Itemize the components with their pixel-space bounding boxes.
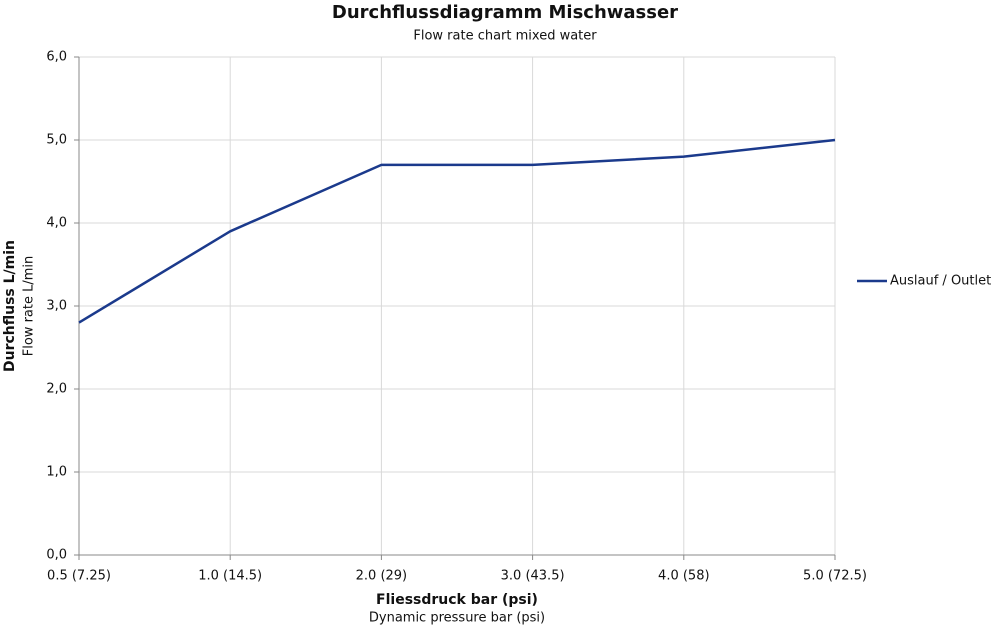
x-tick-label: 3.0 (43.5) [501, 569, 565, 584]
y-tick-label: 6,0 [46, 50, 67, 65]
x-axis-subtitle: Dynamic pressure bar (psi) [369, 611, 545, 626]
chart-title: Durchflussdiagramm Mischwasser [332, 2, 678, 23]
x-tick-label: 0.5 (7.25) [47, 569, 111, 584]
line-series [78, 138, 836, 324]
y-tick-label: 2,0 [46, 382, 67, 397]
y-tick-label: 3,0 [46, 299, 67, 314]
y-tick-label: 1,0 [46, 465, 67, 480]
y-tick-label: 4,0 [46, 216, 67, 231]
y-tick-label: 5,0 [46, 133, 67, 148]
x-tick-label: 2.0 (29) [356, 569, 408, 584]
y-axis-title: Durchfluss L/min [2, 240, 18, 372]
y-axis-subtitle: Flow rate L/min [22, 256, 37, 356]
x-tick-label: 1.0 (14.5) [198, 569, 262, 584]
legend-label: Auslauf / Outlet [890, 274, 991, 289]
x-axis-title: Fliessdruck bar (psi) [376, 592, 538, 608]
x-tick-label: 5.0 (72.5) [803, 569, 867, 584]
chart-subtitle: Flow rate chart mixed water [413, 29, 597, 44]
x-tick-label: 4.0 (58) [658, 569, 710, 584]
y-tick-label: 0,0 [46, 548, 67, 563]
